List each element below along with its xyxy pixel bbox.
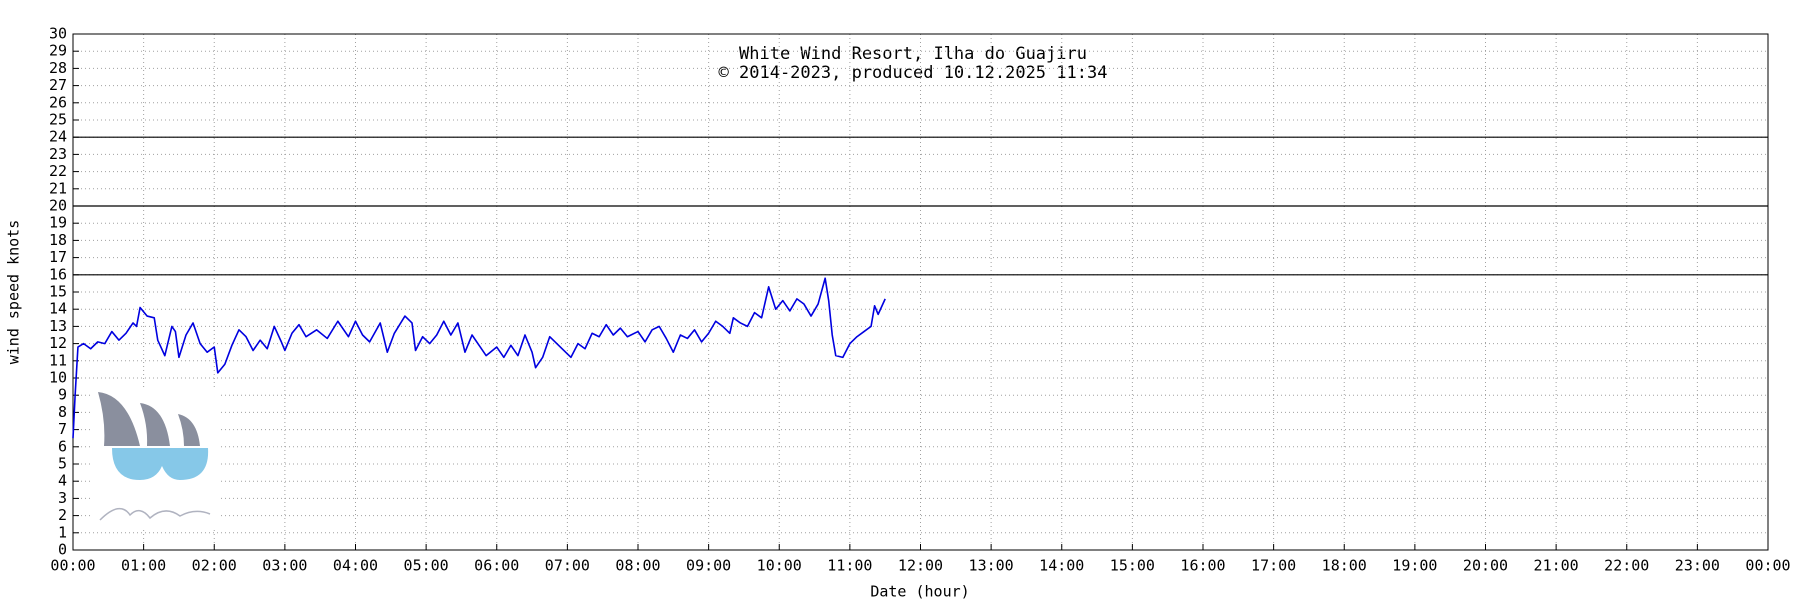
chart-title: White Wind Resort, Ilha do Guajiru <box>739 44 1087 64</box>
data-line <box>72 277 886 439</box>
x-tick-label: 14:00 <box>1039 557 1084 575</box>
y-tick-label: 23 <box>49 145 67 163</box>
y-tick-label: 21 <box>49 179 67 197</box>
y-tick-label: 4 <box>58 472 67 490</box>
y-tick-label: 29 <box>49 42 67 60</box>
y-tick-label: 6 <box>58 437 67 455</box>
y-tick-label: 10 <box>49 369 67 387</box>
x-tick-label: 23:00 <box>1675 557 1720 575</box>
x-tick-label: 02:00 <box>192 557 237 575</box>
x-tick-label: 06:00 <box>474 557 519 575</box>
x-tick-label: 21:00 <box>1534 557 1579 575</box>
x-tick-label: 00:00 <box>50 557 95 575</box>
x-tick-label: 03:00 <box>262 557 307 575</box>
x-tick-label: 08:00 <box>615 557 660 575</box>
x-axis-label: Date (hour) <box>870 583 969 600</box>
y-tick-label: 27 <box>49 76 67 94</box>
y-tick-label: 17 <box>49 248 67 266</box>
y-tick-label: 9 <box>58 386 67 404</box>
y-axis-label: wind speed knots <box>5 220 23 365</box>
logo-fin <box>178 414 200 446</box>
logo-fin <box>98 392 140 446</box>
x-tick-label: 05:00 <box>404 557 449 575</box>
x-tick-label: 10:00 <box>757 557 802 575</box>
y-tick-label: 8 <box>58 403 67 421</box>
chart-subtitle: © 2014-2023, produced 10.12.2025 11:34 <box>719 63 1108 83</box>
plot-border <box>72 33 1769 551</box>
x-tick-label: 11:00 <box>827 557 872 575</box>
logo-fin <box>140 403 170 446</box>
y-tick-label: 3 <box>58 489 67 507</box>
logo-script <box>99 507 211 521</box>
x-tick-label: 09:00 <box>686 557 731 575</box>
y-tick-label: 26 <box>49 93 67 111</box>
y-tick-label: 15 <box>49 283 67 301</box>
y-tick-label: 28 <box>49 59 67 77</box>
y-tick-label: 16 <box>49 265 67 283</box>
x-tick-label: 19:00 <box>1392 557 1437 575</box>
y-tick-label: 13 <box>49 317 67 335</box>
y-tick-label: 22 <box>49 162 67 180</box>
y-tick-label: 19 <box>49 214 67 232</box>
y-tick-label: 5 <box>58 455 67 473</box>
y-tick-label: 7 <box>58 420 67 438</box>
x-tick-label: 17:00 <box>1251 557 1296 575</box>
logo <box>90 388 220 528</box>
y-tick-label: 12 <box>49 334 67 352</box>
x-tick-label: 15:00 <box>1110 557 1155 575</box>
x-tick-label: 07:00 <box>545 557 590 575</box>
x-tick-label: 12:00 <box>898 557 943 575</box>
x-tick-label: 00:00 <box>1745 557 1790 575</box>
y-tick-label: 0 <box>58 541 67 559</box>
y-tick-label: 25 <box>49 111 67 129</box>
x-tick-label: 22:00 <box>1604 557 1649 575</box>
x-tick-label: 13:00 <box>969 557 1014 575</box>
y-tick-label: 20 <box>49 197 67 215</box>
y-tick-label: 18 <box>49 231 67 249</box>
y-tick-label: 24 <box>49 128 67 146</box>
x-tick-label: 16:00 <box>1180 557 1225 575</box>
y-tick-label: 2 <box>58 506 67 524</box>
x-tick-label: 01:00 <box>121 557 166 575</box>
y-tick-label: 14 <box>49 300 67 318</box>
logo-wave <box>112 448 209 480</box>
x-tick-label: 18:00 <box>1322 557 1367 575</box>
y-tick-label: 30 <box>49 25 67 43</box>
x-tick-label: 20:00 <box>1463 557 1508 575</box>
y-tick-label: 11 <box>49 351 67 369</box>
y-tick-label: 1 <box>58 523 67 541</box>
x-tick-label: 04:00 <box>333 557 378 575</box>
